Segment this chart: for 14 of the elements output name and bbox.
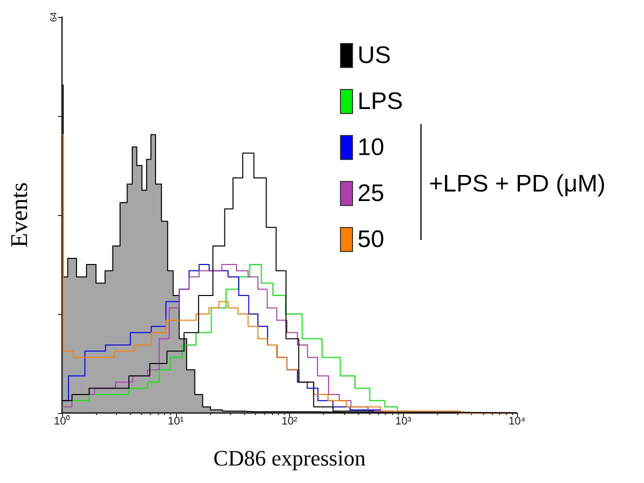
legend-label: 50	[358, 226, 384, 253]
y-axis-title: Events	[7, 182, 33, 248]
legend-label: 10	[358, 134, 384, 161]
x-tick-label: 10¹	[168, 416, 184, 428]
x-tick-label: 10⁴	[508, 416, 526, 428]
x-tick-label: 10³	[395, 416, 412, 428]
annotation: +LPS + PD (μM)	[429, 170, 606, 198]
legend-label: 25	[358, 180, 384, 207]
legend-label: LPS	[358, 88, 403, 115]
x-tick-label: 10⁰	[54, 414, 70, 428]
x-tick-label: 10²	[282, 416, 298, 428]
legend-label: US	[358, 42, 391, 69]
x-axis-title: CD86 expression	[213, 446, 366, 470]
y-tick-label: 64	[48, 12, 58, 22]
